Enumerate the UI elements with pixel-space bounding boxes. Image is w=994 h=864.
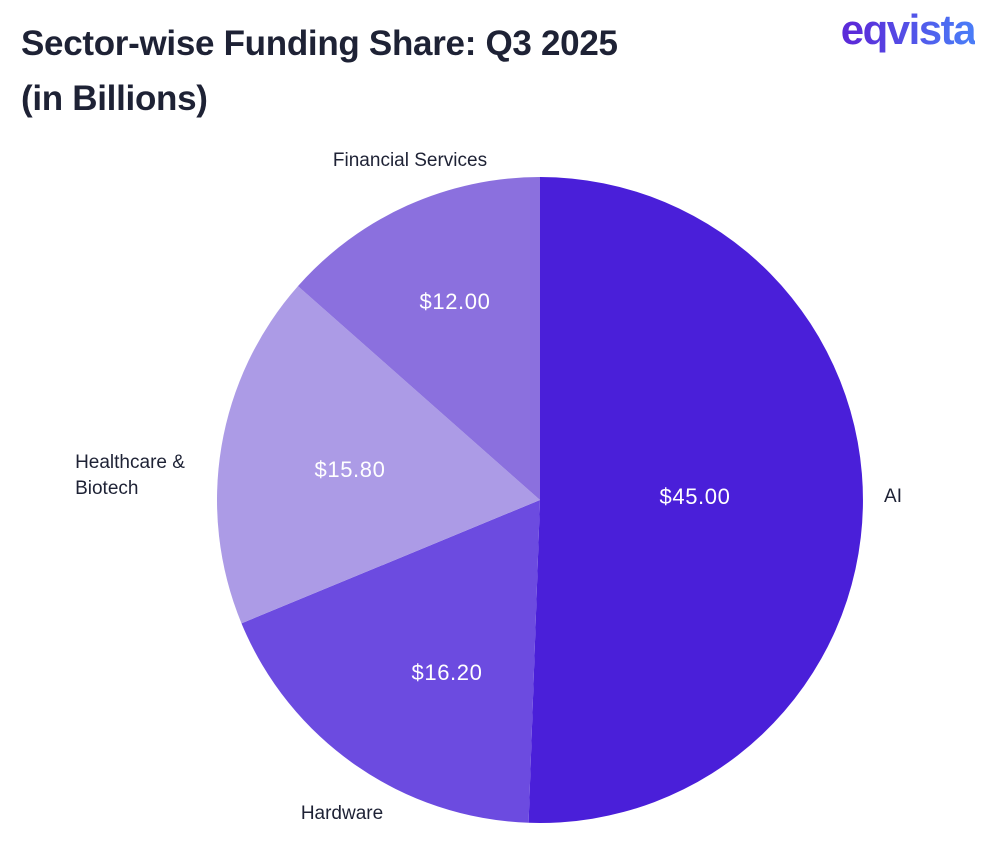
value-label-hardware: $16.20 [411,660,483,685]
value-label-ai: $45.00 [659,484,731,509]
page-title: Sector-wise Funding Share: Q3 2025 (in B… [21,16,618,126]
value-label-financial-services: $12.00 [419,289,491,314]
page-title-line-2: (in Billions) [21,79,208,118]
eqvista-logo: eqvista [840,6,977,53]
pie-slice-financial-services [297,177,540,500]
slice-label-hardware: Hardware [300,803,384,824]
slice-label-ai: AI [884,486,902,507]
slice-label-financial-services: Financial Services [332,150,488,171]
value-label-healthcare-biotech: $15.80 [314,457,386,482]
page-title-line-1: Sector-wise Funding Share: Q3 2025 [21,24,618,63]
pie-slice-healthcare-biotech [217,286,540,624]
slice-label-healthcare-biotech: Healthcare & Biotech [75,452,185,499]
pie-slice-ai [528,177,863,823]
pie-slice-hardware [241,500,541,823]
